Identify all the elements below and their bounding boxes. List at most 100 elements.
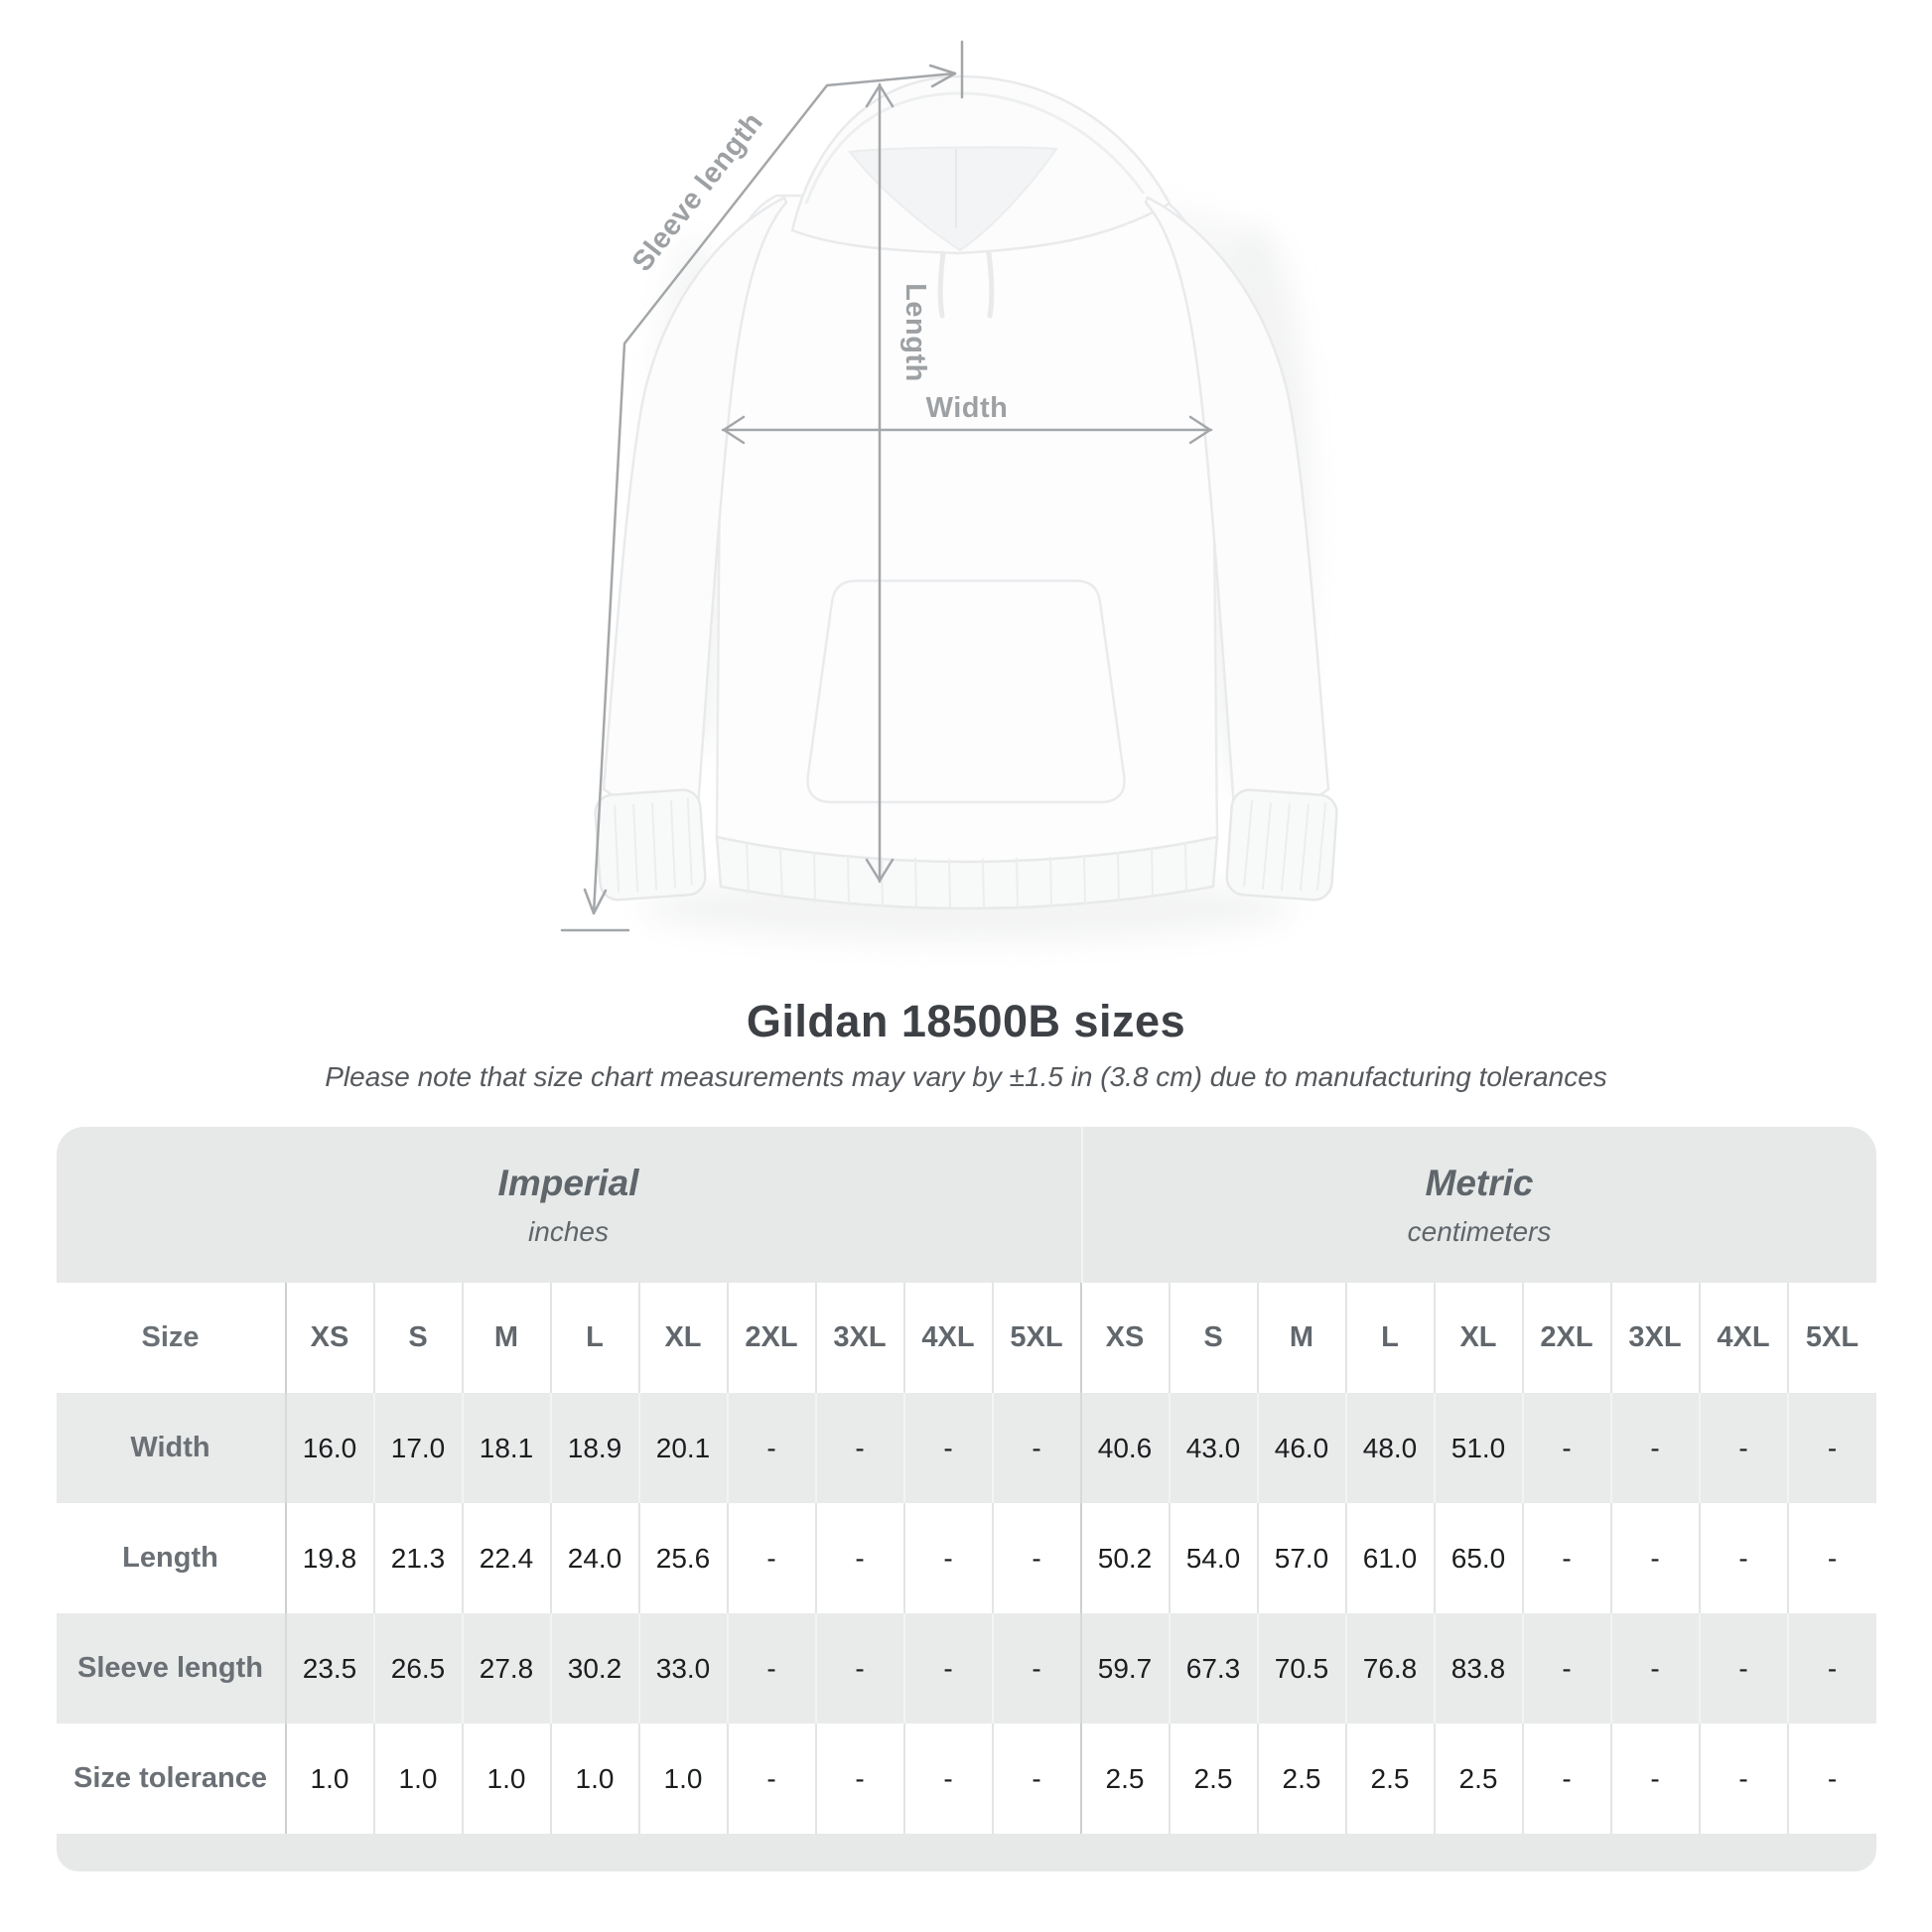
- value-cell-metric-l: 2.5: [1344, 1724, 1435, 1834]
- size-header-metric-3xl: 3XL: [1609, 1283, 1700, 1393]
- value-cell-metric-5xl: -: [1786, 1613, 1876, 1724]
- value-cell-metric-5xl: -: [1786, 1393, 1876, 1503]
- value-cell-imperial-4xl: -: [902, 1724, 993, 1834]
- value-cell-imperial-s: 26.5: [372, 1613, 463, 1724]
- sleeve-length-arrowhead-top: [928, 64, 957, 88]
- value-cell-imperial-xs: 23.5: [284, 1613, 374, 1724]
- value-cell-metric-2xl: -: [1521, 1613, 1611, 1724]
- value-cell-metric-2xl: -: [1521, 1724, 1611, 1834]
- value-cell-metric-4xl: -: [1698, 1503, 1788, 1613]
- width-arrowhead-left: [722, 415, 746, 445]
- size-header-metric-xs: XS: [1079, 1283, 1170, 1393]
- value-cell-imperial-3xl: -: [814, 1503, 904, 1613]
- value-cell-metric-5xl: -: [1786, 1503, 1876, 1613]
- value-cell-metric-s: 67.3: [1168, 1613, 1258, 1724]
- value-cell-imperial-m: 1.0: [461, 1724, 551, 1834]
- row-label: Length: [122, 1542, 218, 1574]
- value-cell-metric-xl: 83.8: [1433, 1613, 1523, 1724]
- sleeve-length-line: [592, 71, 957, 915]
- size-header-imperial-xl: XL: [637, 1283, 728, 1393]
- waistband-rib-lines: [746, 842, 1187, 909]
- value-cell-imperial-2xl: -: [726, 1613, 816, 1724]
- length-arrowhead-top: [865, 83, 895, 108]
- value-cell-metric-xs: 50.2: [1079, 1503, 1170, 1613]
- hoodie-pocket: [806, 579, 1126, 804]
- size-header-metric-2xl: 2XL: [1521, 1283, 1611, 1393]
- value-cell-imperial-2xl: -: [726, 1503, 816, 1613]
- metric-group-unit: centimeters: [1407, 1215, 1552, 1247]
- value-cell-metric-m: 46.0: [1256, 1393, 1346, 1503]
- value-cell-metric-l: 61.0: [1344, 1503, 1435, 1613]
- size-header-imperial-5xl: 5XL: [991, 1283, 1081, 1393]
- value-cell-imperial-m: 22.4: [461, 1503, 551, 1613]
- value-cell-imperial-3xl: -: [814, 1613, 904, 1724]
- value-cell-metric-3xl: -: [1609, 1503, 1700, 1613]
- value-cell-imperial-3xl: -: [814, 1393, 904, 1503]
- value-cell-imperial-4xl: -: [902, 1393, 993, 1503]
- table-footer-band: [56, 1834, 1876, 1871]
- value-cell-metric-5xl: -: [1786, 1724, 1876, 1834]
- measurement-row-width: Width 16.0 17.0 18.1 18.9 20.1- - - -40.6 43.0 46.…: [56, 1393, 1876, 1503]
- value-cell-imperial-2xl: -: [726, 1393, 816, 1503]
- value-cell-imperial-xl: 20.1: [637, 1393, 728, 1503]
- value-cell-imperial-s: 17.0: [372, 1393, 463, 1503]
- value-cell-metric-l: 48.0: [1344, 1393, 1435, 1503]
- size-header-imperial-3xl: 3XL: [814, 1283, 904, 1393]
- tolerance-note: Please note that size chart measurements…: [325, 1061, 1607, 1092]
- hood-rim-fold: [804, 91, 1146, 205]
- value-cell-imperial-l: 30.2: [549, 1613, 639, 1724]
- row-label: Sleeve length: [77, 1652, 263, 1684]
- value-cell-metric-s: 43.0: [1168, 1393, 1258, 1503]
- value-cell-imperial-5xl: -: [991, 1503, 1081, 1613]
- hoodie-measurement-diagram: Sleeve length Length Width: [560, 40, 1338, 942]
- hoodie-waistband: [715, 835, 1219, 910]
- value-cell-imperial-xl: 33.0: [637, 1613, 728, 1724]
- page-title: Gildan 18500B sizes: [746, 996, 1186, 1046]
- sleeve-length-arrowhead-bottom: [583, 888, 608, 915]
- value-cell-metric-2xl: -: [1521, 1503, 1611, 1613]
- value-cell-imperial-m: 18.1: [461, 1393, 551, 1503]
- value-cell-metric-s: 2.5: [1168, 1724, 1258, 1834]
- value-cell-imperial-s: 1.0: [372, 1724, 463, 1834]
- value-cell-metric-m: 57.0: [1256, 1503, 1346, 1613]
- value-cell-imperial-xl: 25.6: [637, 1503, 728, 1613]
- value-cell-imperial-l: 1.0: [549, 1724, 639, 1834]
- value-cell-metric-3xl: -: [1609, 1724, 1700, 1834]
- value-cell-imperial-s: 21.3: [372, 1503, 463, 1613]
- value-cell-metric-2xl: -: [1521, 1393, 1611, 1503]
- value-cell-imperial-4xl: -: [902, 1613, 993, 1724]
- length-measure-label: Length: [899, 283, 931, 382]
- value-cell-imperial-m: 27.8: [461, 1613, 551, 1724]
- row-label: Width: [130, 1432, 210, 1463]
- size-table: Imperial inches Metric centimeters Size …: [56, 1127, 1876, 1871]
- value-cell-imperial-xs: 16.0: [284, 1393, 374, 1503]
- length-arrowhead-bottom: [865, 858, 895, 883]
- value-cell-metric-4xl: -: [1698, 1724, 1788, 1834]
- measurement-row-size-tolerance: Size tolerance 1.0 1.0 1.0 1.0 1.0- - - -2.5 2.5 2…: [57, 1724, 1876, 1834]
- value-cell-metric-xl: 2.5: [1433, 1724, 1523, 1834]
- size-header-metric-4xl: 4XL: [1698, 1283, 1788, 1393]
- size-header-row: Size XS S M L XL 2XL 3XL 4XL 5XL XS S M L XL 2XL 3XL 4XL…: [57, 1283, 1876, 1393]
- hood-inner-opening: [848, 146, 1058, 252]
- value-cell-imperial-3xl: -: [814, 1724, 904, 1834]
- size-header-imperial-4xl: 4XL: [902, 1283, 993, 1393]
- unit-group-band: Imperial inches Metric centimeters: [56, 1127, 1876, 1283]
- size-column-header: Size: [141, 1321, 200, 1353]
- value-cell-imperial-xl: 1.0: [637, 1724, 728, 1834]
- value-cell-metric-xl: 51.0: [1433, 1393, 1523, 1503]
- value-cell-metric-l: 76.8: [1344, 1613, 1435, 1724]
- size-header-imperial-m: M: [461, 1283, 551, 1393]
- imperial-group-title: Imperial: [497, 1162, 639, 1203]
- size-header-metric-l: L: [1344, 1283, 1435, 1393]
- size-header-metric-xl: XL: [1433, 1283, 1523, 1393]
- measurement-row-sleeve-length: Sleeve length 23.5 26.5 27.8 30.2 33.0- - - -59.…: [56, 1613, 1876, 1724]
- hoodie-right-cuff: [1225, 788, 1338, 901]
- value-cell-metric-xs: 2.5: [1079, 1724, 1170, 1834]
- size-header-imperial-l: L: [549, 1283, 639, 1393]
- value-cell-metric-xs: 59.7: [1079, 1613, 1170, 1724]
- value-cell-imperial-xs: 1.0: [284, 1724, 374, 1834]
- value-cell-imperial-xs: 19.8: [284, 1503, 374, 1613]
- value-cell-imperial-l: 18.9: [549, 1393, 639, 1503]
- imperial-group-unit: inches: [528, 1215, 609, 1247]
